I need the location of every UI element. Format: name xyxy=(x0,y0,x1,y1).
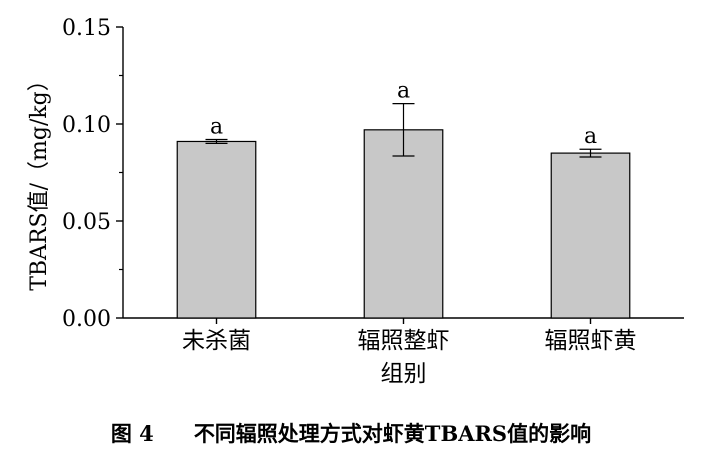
y-tick-label: 0.05 xyxy=(62,210,111,235)
y-axis-label: TBARS值/（mg/kg） xyxy=(27,69,52,291)
x-tick-label: 辐照整虾 xyxy=(358,328,450,354)
significance-label: a xyxy=(584,124,597,149)
y-tick-label: 0.10 xyxy=(62,113,111,138)
bar xyxy=(550,152,631,319)
significance-label: a xyxy=(210,115,223,140)
significance-label: a xyxy=(397,79,410,104)
x-tick-label: 辐照虾黄 xyxy=(545,328,637,354)
bar xyxy=(176,140,257,319)
bar xyxy=(363,129,444,319)
y-tick-label: 0.15 xyxy=(62,16,111,41)
x-tick-label: 未杀菌 xyxy=(182,328,251,354)
caption-number: 图 4 xyxy=(110,421,154,446)
figure-caption: 图 4 不同辐照处理方式对虾黄TBARS值的影响 xyxy=(0,418,702,448)
y-tick-label: 0.00 xyxy=(62,307,111,332)
x-tick-label: 组别 xyxy=(381,361,427,387)
caption-text: 不同辐照处理方式对虾黄TBARS值的影响 xyxy=(193,421,592,446)
